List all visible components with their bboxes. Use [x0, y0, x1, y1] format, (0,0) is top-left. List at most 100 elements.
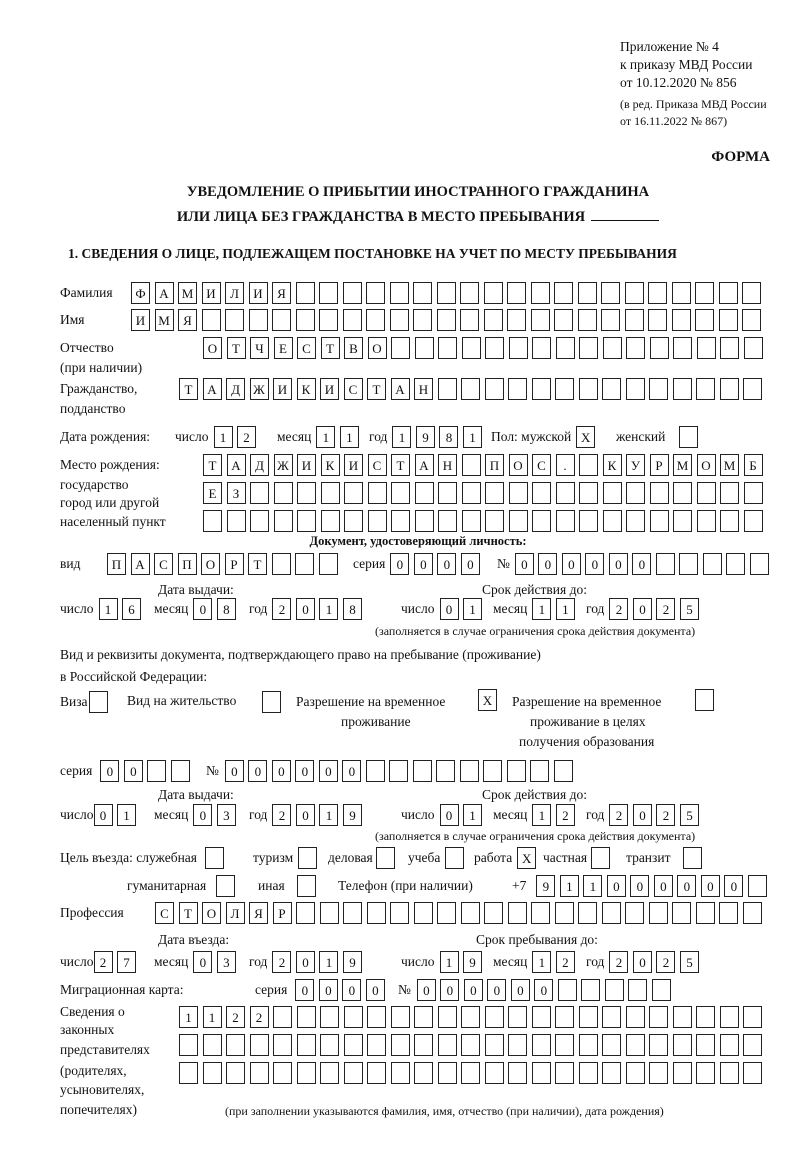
- char-box-group[interactable]: [298, 847, 322, 869]
- char-box[interactable]: П: [485, 454, 504, 476]
- id-valid-day[interactable]: число 0 1: [401, 597, 487, 621]
- char-box[interactable]: 1: [319, 804, 339, 826]
- char-box[interactable]: [391, 482, 410, 504]
- char-box[interactable]: [719, 1034, 739, 1056]
- stay-issue-year[interactable]: год 2 0 1 9: [249, 803, 366, 827]
- char-box[interactable]: [555, 1006, 574, 1028]
- char-box[interactable]: [672, 1006, 692, 1028]
- char-box-group[interactable]: [682, 847, 707, 869]
- char-box[interactable]: А: [202, 378, 222, 400]
- char-box[interactable]: [743, 482, 763, 504]
- char-box[interactable]: Я: [178, 309, 197, 331]
- char-box[interactable]: [531, 378, 551, 400]
- char-box-group[interactable]: [216, 875, 240, 897]
- char-box[interactable]: П: [107, 553, 126, 575]
- migration-series-field[interactable]: серия 0 0 0 0: [255, 978, 389, 1002]
- char-box[interactable]: Е: [203, 482, 222, 504]
- char-box[interactable]: 0: [248, 760, 268, 782]
- char-box-group[interactable]: [262, 691, 286, 713]
- char-box[interactable]: [366, 902, 386, 924]
- char-box[interactable]: [671, 309, 691, 331]
- char-box[interactable]: 7: [117, 951, 136, 973]
- char-box[interactable]: [436, 282, 456, 304]
- char-box[interactable]: [295, 309, 315, 331]
- char-box[interactable]: 1: [316, 426, 336, 448]
- char-box[interactable]: [626, 482, 645, 504]
- char-box[interactable]: 0: [460, 553, 480, 575]
- char-box[interactable]: [648, 282, 667, 304]
- char-box[interactable]: [445, 847, 465, 869]
- char-box[interactable]: Б: [743, 454, 763, 476]
- stay-valid-day[interactable]: число 0 1: [401, 803, 487, 827]
- char-box[interactable]: 1: [319, 951, 339, 973]
- char-box[interactable]: 1: [392, 426, 412, 448]
- birth-year[interactable]: год 1 9 8 1: [369, 425, 486, 449]
- char-box[interactable]: [743, 378, 762, 400]
- char-box[interactable]: [438, 482, 457, 504]
- char-box[interactable]: [365, 760, 385, 782]
- char-box[interactable]: Т: [248, 553, 267, 575]
- char-box[interactable]: [672, 1062, 692, 1084]
- char-box[interactable]: Н: [414, 378, 433, 400]
- char-box[interactable]: [295, 282, 315, 304]
- char-box[interactable]: [249, 1034, 269, 1056]
- char-box[interactable]: [578, 378, 598, 400]
- char-box[interactable]: С: [532, 454, 551, 476]
- char-box[interactable]: 0: [224, 760, 244, 782]
- char-box[interactable]: [273, 1062, 292, 1084]
- char-box[interactable]: [531, 1062, 551, 1084]
- char-box[interactable]: [579, 482, 598, 504]
- char-box[interactable]: [297, 482, 316, 504]
- char-box[interactable]: [602, 510, 622, 532]
- char-box[interactable]: [342, 309, 362, 331]
- char-box[interactable]: [226, 510, 246, 532]
- char-box[interactable]: М: [154, 309, 174, 331]
- char-box[interactable]: Р: [224, 553, 244, 575]
- char-box[interactable]: [296, 1062, 316, 1084]
- char-box[interactable]: [201, 309, 221, 331]
- char-box[interactable]: О: [203, 337, 222, 359]
- char-box[interactable]: [414, 1034, 433, 1056]
- char-box[interactable]: [679, 426, 699, 448]
- char-box[interactable]: [320, 1062, 339, 1084]
- char-box-group[interactable]: [679, 426, 703, 448]
- phone-field[interactable]: +7 9 1 1 0 0 0 0 0 0: [512, 874, 771, 898]
- char-box[interactable]: [655, 553, 675, 575]
- char-box-group[interactable]: X: [517, 847, 541, 869]
- char-box[interactable]: [625, 378, 645, 400]
- char-box[interactable]: [649, 378, 668, 400]
- stay-valid-year[interactable]: год 2 0 2 5: [586, 803, 703, 827]
- char-box[interactable]: 0: [295, 804, 315, 826]
- char-box[interactable]: [742, 282, 761, 304]
- char-box-group[interactable]: [695, 689, 719, 711]
- char-box-group[interactable]: [591, 847, 615, 869]
- char-box[interactable]: Ч: [250, 337, 269, 359]
- char-box[interactable]: Р: [649, 454, 669, 476]
- char-box[interactable]: 1: [463, 804, 482, 826]
- char-box[interactable]: 0: [608, 553, 628, 575]
- char-box[interactable]: [554, 282, 573, 304]
- char-box[interactable]: 0: [510, 979, 530, 1001]
- char-box[interactable]: [602, 1034, 621, 1056]
- char-box[interactable]: [672, 378, 692, 400]
- char-box[interactable]: [742, 309, 761, 331]
- char-box[interactable]: 0: [416, 979, 436, 1001]
- char-box[interactable]: [554, 902, 574, 924]
- char-box[interactable]: [696, 510, 716, 532]
- purpose-humanitarian[interactable]: гуманитарная: [127, 874, 240, 898]
- char-box[interactable]: [672, 902, 691, 924]
- char-box[interactable]: М: [673, 454, 692, 476]
- entry-day[interactable]: число 2 7: [60, 950, 141, 974]
- residence-option[interactable]: [262, 690, 286, 714]
- char-box[interactable]: [297, 510, 316, 532]
- char-box[interactable]: П: [177, 553, 197, 575]
- char-box[interactable]: [413, 309, 432, 331]
